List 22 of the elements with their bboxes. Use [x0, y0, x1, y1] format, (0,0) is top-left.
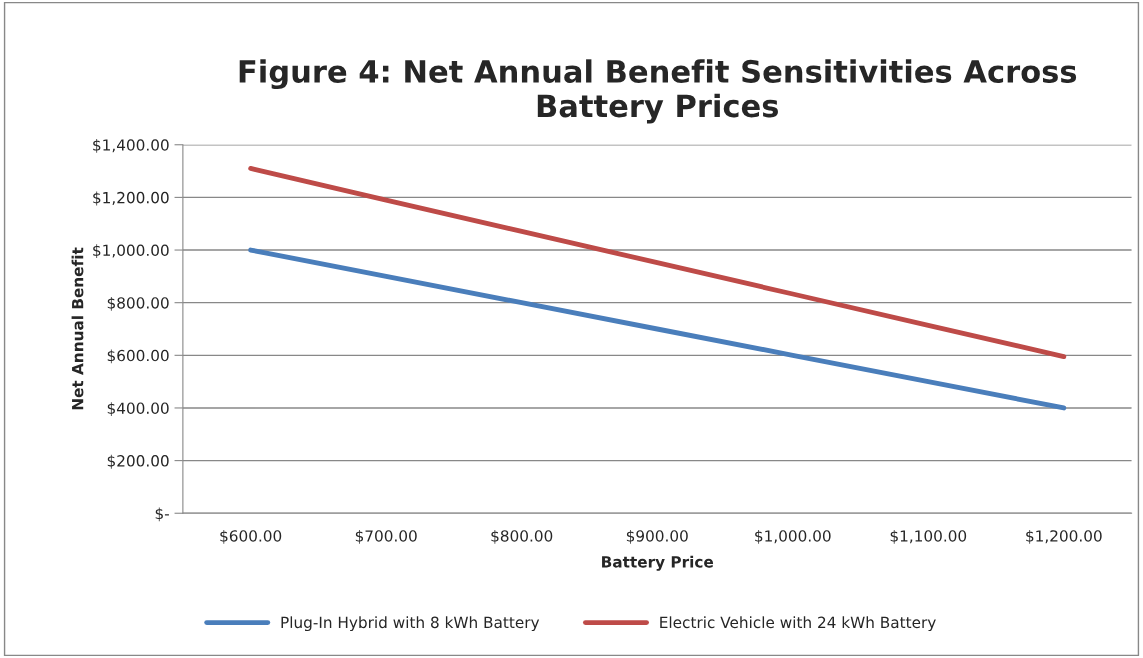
chart-title: Figure 4: Net Annual Benefit Sensitivities Across Battery Prices — [239, 59, 1077, 124]
x-tick-label: $700.00 — [355, 529, 417, 544]
x-tick-label: $1,200.00 — [1026, 529, 1102, 544]
y-tick-label: $- — [155, 507, 169, 522]
x-tick-label: $1,000.00 — [755, 529, 831, 544]
x-tick-label: $900.00 — [626, 529, 688, 544]
y-tick-label: $1,200.00 — [93, 191, 169, 206]
legend-label: Electric Vehicle with 24 kWh Battery — [660, 616, 936, 632]
x-axis-title: Battery Price — [602, 555, 714, 571]
y-tick-label: $1,000.00 — [93, 244, 169, 259]
y-tick-label: $400.00 — [107, 402, 169, 417]
line-series — [248, 166, 1067, 360]
y-tick-label: $1,400.00 — [93, 138, 169, 153]
legend-label: Plug-In Hybrid with 8 kWh Battery — [281, 616, 540, 632]
y-tick-label: $600.00 — [107, 349, 169, 364]
x-tick-label: $600.00 — [220, 529, 282, 544]
x-tick-label: $800.00 — [491, 529, 553, 544]
line-series — [248, 247, 1067, 411]
x-tick-label: $1,100.00 — [890, 529, 967, 544]
y-tick-label: $200.00 — [107, 454, 169, 469]
y-tick-label: $800.00 — [107, 296, 169, 311]
y-axis-title: Net Annual Benefit — [71, 247, 84, 410]
